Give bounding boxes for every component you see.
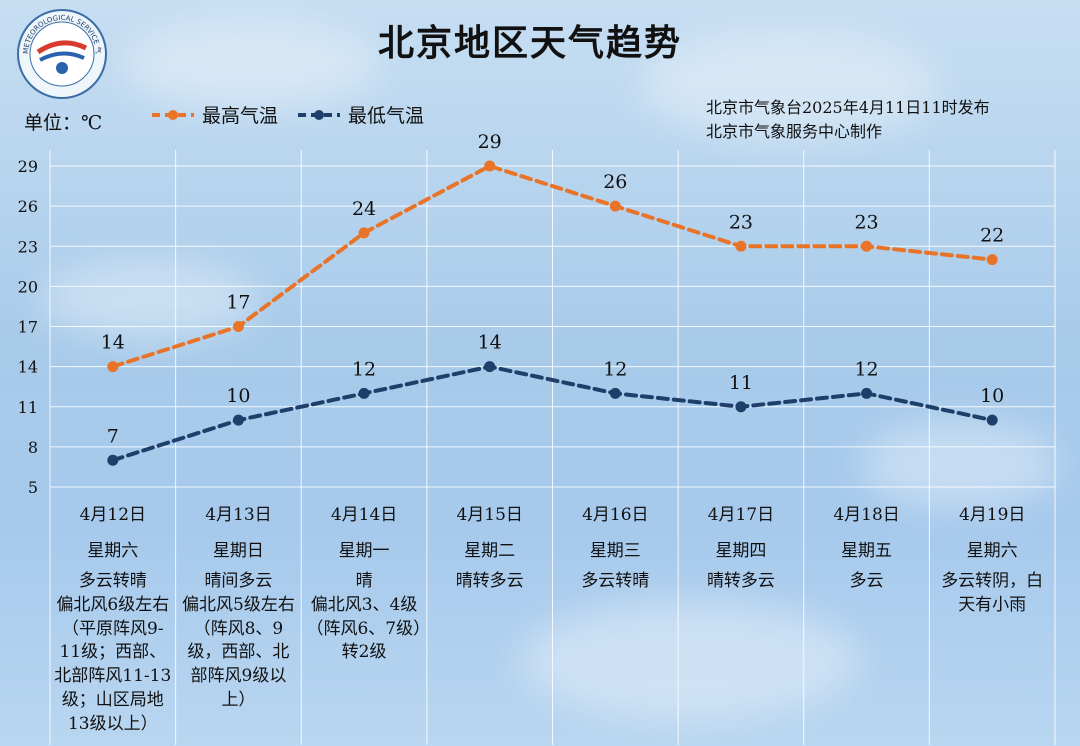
weekday-label: 星期三 <box>589 541 641 561</box>
low-point <box>358 387 370 399</box>
y-tick-label: 11 <box>18 398 38 417</box>
date-label: 4月15日 <box>456 505 523 525</box>
low-data-label: 7 <box>107 425 119 447</box>
legend-item-high: 最高气温 <box>150 101 278 128</box>
high-data-label: 22 <box>980 225 1004 247</box>
wind-forecast: 偏北风3、4级（阵风6、7级）转2级 <box>306 594 422 663</box>
high-data-label: 23 <box>729 211 753 233</box>
weekday-label: 星期五 <box>841 541 893 561</box>
date-label: 4月13日 <box>205 505 272 525</box>
low-data-label: 12 <box>352 358 376 380</box>
high-point <box>484 160 496 172</box>
weekday-label: 星期一 <box>338 541 390 561</box>
forecast-text: 多云转阴，白天有小雨 <box>933 570 1051 618</box>
forecast-text: 多云 <box>808 570 926 594</box>
series-line-low <box>110 364 995 463</box>
unit-label: 单位：℃ <box>24 112 103 134</box>
high-point <box>232 321 244 332</box>
weekday-label: 星期六 <box>87 541 139 561</box>
high-point <box>609 200 621 212</box>
high-point <box>107 361 119 373</box>
y-tick-label: 29 <box>18 157 38 176</box>
forecast-text: 晴转多云 <box>682 570 800 594</box>
weather-condition: 多云转阴，白天有小雨 <box>941 571 1044 615</box>
date-label: 4月16日 <box>582 505 649 525</box>
high-data-label: 14 <box>101 332 125 354</box>
weather-condition: 多云转晴 <box>581 571 650 591</box>
weather-condition: 多云转晴 <box>78 571 147 591</box>
high-data-label: 24 <box>352 198 376 220</box>
low-point <box>107 454 119 466</box>
weekday-label: 星期六 <box>966 541 1018 561</box>
y-tick-label: 14 <box>18 358 38 377</box>
low-point <box>232 414 244 426</box>
weekday-label: 星期二 <box>464 541 516 561</box>
low-data-label: 10 <box>980 385 1004 407</box>
forecast-text: 晴偏北风3、4级（阵风6、7级）转2级 <box>305 570 423 665</box>
forecast-text: 多云转晴偏北风6级左右（平原阵风9-11级；西部、北部阵风11-13级；山区局地… <box>54 570 172 737</box>
meteorological-service-logo: METEOROLOGICAL SERVICE 气象服务 <box>16 8 107 99</box>
high-data-label: 26 <box>603 171 627 193</box>
low-point <box>735 401 747 413</box>
low-point <box>986 414 998 426</box>
high-point <box>986 254 998 266</box>
legend-label-low: 最低气温 <box>348 105 425 127</box>
legend-item-low: 最低气温 <box>296 101 424 128</box>
y-tick-label: 17 <box>18 318 38 337</box>
y-tick-label: 26 <box>18 197 38 216</box>
high-data-label: 29 <box>478 131 502 153</box>
date-label: 4月14日 <box>330 505 398 525</box>
weather-condition: 晴转多云 <box>455 571 524 591</box>
weather-condition: 晴 <box>355 571 373 591</box>
y-tick-label: 23 <box>18 237 38 256</box>
date-label: 4月17日 <box>707 505 775 525</box>
date-label: 4月19日 <box>958 505 1026 525</box>
high-point <box>861 240 873 252</box>
forecast-text: 多云转晴 <box>557 570 675 594</box>
high-point <box>358 227 370 239</box>
low-data-label: 10 <box>226 385 250 407</box>
weekday-label: 星期日 <box>212 541 264 561</box>
low-point <box>484 361 496 373</box>
low-data-label: 12 <box>603 358 627 380</box>
forecast-text: 晴转多云 <box>431 570 549 594</box>
page-title: 北京地区天气趋势 <box>377 22 682 64</box>
low-data-label: 11 <box>729 372 753 394</box>
y-tick-label: 5 <box>28 478 38 497</box>
legend-swatch-high <box>152 109 194 120</box>
high-data-label: 17 <box>226 292 250 314</box>
low-data-label: 12 <box>854 358 878 380</box>
y-tick-label: 20 <box>18 277 38 296</box>
y-tick-label: 8 <box>28 438 38 457</box>
low-point <box>861 387 873 399</box>
legend-label-high: 最高气温 <box>202 105 279 127</box>
series-line-high <box>110 163 995 369</box>
weather-condition: 多云 <box>849 571 884 591</box>
weather-condition: 晴转多云 <box>706 571 775 591</box>
issuer-line-2: 北京市气象服务中心制作 <box>706 122 883 141</box>
low-data-label: 14 <box>478 332 502 354</box>
date-label: 4月12日 <box>79 505 147 525</box>
high-point <box>735 240 747 252</box>
low-point <box>609 387 621 399</box>
issuer-line-1: 北京市气象台2025年4月11日11时发布 <box>706 98 990 117</box>
weather-condition: 晴间多云 <box>204 571 273 591</box>
weekday-label: 星期四 <box>715 541 767 561</box>
date-label: 4月18日 <box>833 505 900 525</box>
high-data-label: 23 <box>854 211 878 233</box>
legend-swatch-low <box>298 109 340 120</box>
wind-forecast: 偏北风5级左右（阵风8、9级，西部、北部阵风9级以上） <box>182 594 295 710</box>
wind-forecast: 偏北风6级左右（平原阵风9-11级；西部、北部阵风11-13级；山区局地13级以… <box>54 594 172 734</box>
forecast-text: 晴间多云偏北风5级左右（阵风8、9级，西部、北部阵风9级以上） <box>180 570 298 713</box>
